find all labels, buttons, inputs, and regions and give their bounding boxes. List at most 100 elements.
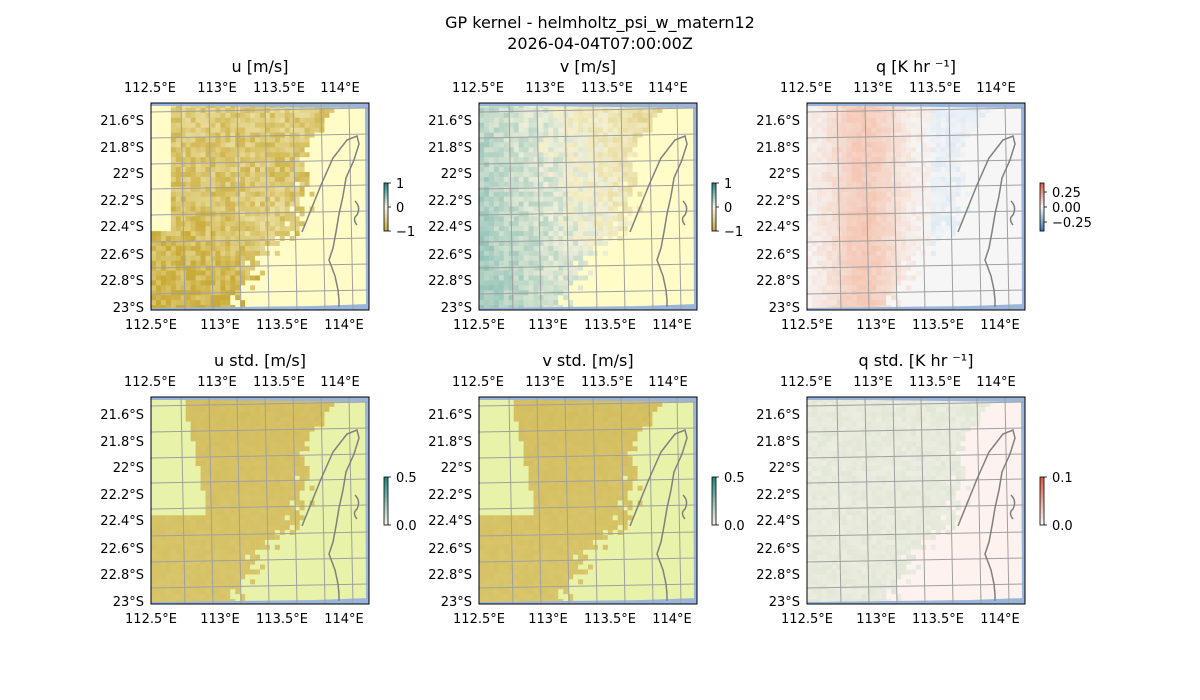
heatmap-cell — [995, 167, 1001, 173]
heatmap-cell — [339, 117, 345, 124]
heatmap-cell — [627, 186, 633, 193]
heatmap-cell — [990, 142, 996, 148]
heatmap-cell — [304, 186, 310, 193]
heatmap-cell — [314, 275, 320, 281]
heatmap-cell — [185, 226, 192, 232]
heatmap-cell — [602, 172, 609, 178]
heatmap-cell — [911, 181, 917, 188]
heatmap-cell — [881, 186, 887, 193]
heatmap-cell — [950, 152, 957, 158]
heatmap-cell — [289, 107, 296, 114]
heatmap-cell — [274, 221, 281, 227]
heatmap-cell — [597, 280, 604, 286]
heatmap-cell — [876, 221, 882, 227]
heatmap-cell — [513, 172, 520, 178]
heatmap-cell — [200, 226, 206, 232]
heatmap-cell — [309, 147, 315, 153]
heatmap-cell — [155, 305, 162, 310]
heatmap-cell — [816, 107, 823, 114]
heatmap-cell — [657, 112, 663, 119]
heatmap-cell — [190, 300, 196, 306]
heatmap-cell — [205, 176, 211, 183]
heatmap-cell — [652, 245, 658, 252]
heatmap-cell — [354, 260, 360, 267]
heatmap-cell — [901, 137, 907, 143]
heatmap-cell — [920, 152, 927, 158]
heatmap-cell — [195, 172, 201, 178]
heatmap-cell — [1010, 176, 1016, 183]
heatmap-cell — [195, 147, 201, 153]
heatmap-cell — [886, 162, 892, 168]
heatmap-cell — [483, 245, 490, 252]
heatmap-cell — [583, 157, 589, 163]
heatmap-cell — [995, 186, 1001, 193]
heatmap-cell — [165, 117, 172, 124]
heatmap-cell — [235, 216, 241, 222]
heatmap-cell — [260, 255, 266, 262]
heatmap-cell — [225, 191, 231, 198]
heatmap-cell — [1015, 147, 1021, 153]
heatmap-cell — [264, 181, 271, 188]
heatmap-cell — [190, 191, 196, 198]
heatmap-cell — [205, 231, 211, 237]
heatmap-cell — [344, 191, 350, 198]
heatmap-cell — [568, 250, 574, 257]
heatmap-cell — [359, 201, 365, 207]
heatmap-cell — [195, 142, 201, 148]
heatmap-cell — [945, 191, 952, 198]
heatmap-cell — [881, 226, 887, 232]
heatmap-cell — [1010, 137, 1016, 143]
grid-meridian — [564, 103, 570, 310]
heatmap-cell — [245, 260, 251, 267]
heatmap-cell — [602, 270, 609, 276]
heatmap-cell — [170, 285, 177, 291]
heatmap-cell — [294, 181, 301, 188]
heatmap-cell — [647, 290, 653, 296]
heatmap-cell — [155, 157, 162, 163]
heatmap-cell — [260, 176, 266, 183]
heatmap-cell — [180, 142, 187, 148]
heatmap-cell — [935, 216, 942, 222]
heatmap-cell — [195, 285, 201, 291]
heatmap-cell — [930, 186, 937, 193]
y-tick-label: 21.6°S — [100, 114, 144, 129]
heatmap-cell — [304, 221, 310, 227]
heatmap-cell — [294, 201, 301, 207]
heatmap-cell — [359, 295, 365, 301]
heatmap-cell — [662, 132, 668, 138]
colorbar-swatch — [712, 189, 716, 192]
heatmap-cell — [518, 245, 524, 252]
heatmap-cell — [195, 295, 201, 301]
heatmap-cell — [319, 250, 325, 257]
heatmap-cell — [940, 211, 947, 217]
heatmap-cell — [274, 216, 281, 222]
heatmap-cell — [841, 176, 848, 183]
heatmap-cell — [309, 172, 315, 178]
heatmap-cell — [637, 172, 643, 178]
heatmap-cell — [359, 186, 365, 193]
heatmap-cell — [906, 216, 912, 222]
heatmap-cell — [558, 265, 564, 271]
heatmap-cell — [876, 127, 882, 133]
heatmap-cell — [553, 191, 559, 198]
heatmap-cell — [563, 236, 569, 242]
heatmap-cell — [985, 172, 991, 178]
heatmap-cell — [269, 250, 276, 257]
heatmap-cell — [250, 152, 256, 158]
heatmap-cell — [329, 196, 335, 202]
heatmap-cell — [155, 132, 162, 138]
heatmap-cell — [841, 221, 848, 227]
heatmap-cell — [950, 122, 957, 129]
heatmap-cell — [220, 162, 226, 168]
heatmap-cell — [588, 196, 594, 202]
heatmap-cell — [538, 250, 544, 257]
heatmap-cell — [314, 221, 320, 227]
heatmap-cell — [294, 191, 301, 198]
heatmap-cell — [503, 241, 510, 247]
heatmap-cell — [479, 181, 485, 188]
heatmap-cell — [339, 260, 345, 267]
heatmap-cell — [990, 137, 996, 143]
heatmap-cell — [533, 245, 539, 252]
heatmap-cell — [662, 122, 668, 129]
heatmap-cell — [583, 236, 589, 242]
